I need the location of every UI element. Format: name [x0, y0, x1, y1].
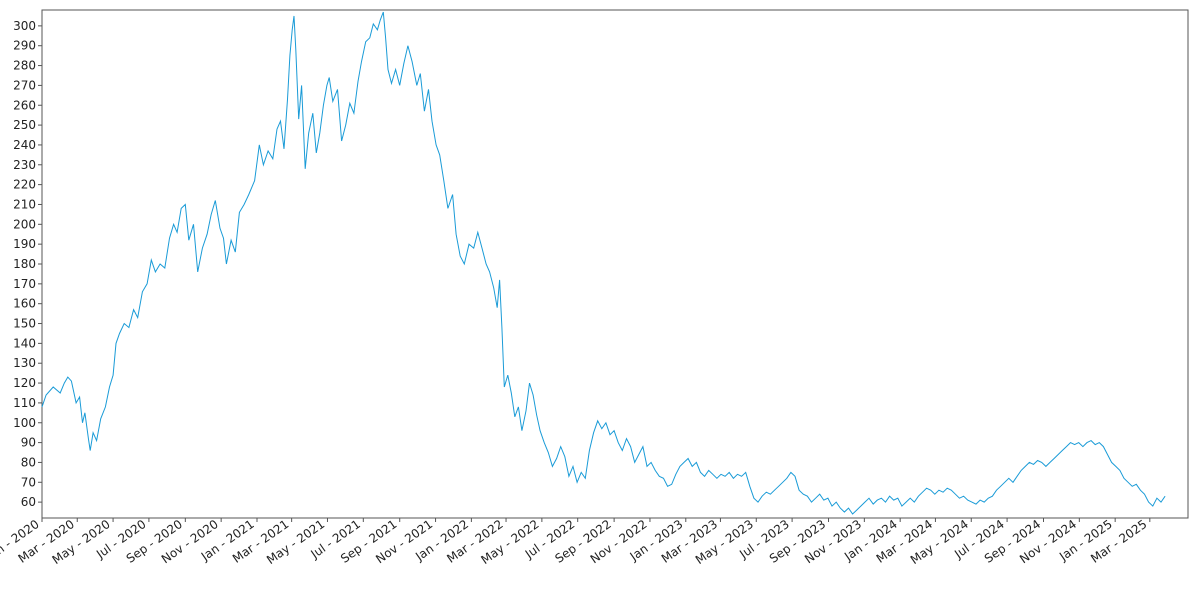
- y-tick-label: 190: [13, 237, 36, 251]
- y-tick-label: 290: [13, 39, 36, 53]
- y-tick-label: 220: [13, 178, 36, 192]
- y-tick-label: 90: [21, 436, 36, 450]
- y-tick-label: 80: [21, 455, 36, 469]
- y-tick-label: 200: [13, 217, 36, 231]
- y-tick-label: 270: [13, 78, 36, 92]
- y-tick-label: 150: [13, 317, 36, 331]
- y-tick-label: 130: [13, 356, 36, 370]
- y-tick-label: 250: [13, 118, 36, 132]
- plot-frame: [41, 9, 1189, 519]
- y-tick-label: 300: [13, 19, 36, 33]
- y-tick-label: 160: [13, 297, 36, 311]
- y-axis: 60 70 80 90 100 110 120 130 140 150 160 170 180 190 20…: [13, 19, 42, 509]
- y-tick-label: 280: [13, 59, 36, 73]
- y-tick-label: 180: [13, 257, 36, 271]
- y-tick-label: 240: [13, 138, 36, 152]
- y-tick-label: 60: [21, 495, 36, 509]
- y-tick-label: 120: [13, 376, 36, 390]
- y-tick-label: 140: [13, 336, 36, 350]
- y-tick-label: 110: [13, 396, 36, 410]
- y-tick-label: 230: [13, 158, 36, 172]
- y-tick-label: 170: [13, 277, 36, 291]
- price-series-line: [41, 11, 1166, 515]
- y-tick-label: 260: [13, 98, 36, 112]
- y-tick-label: 210: [13, 197, 36, 211]
- y-tick-label: 100: [13, 416, 36, 430]
- y-tick-label: 70: [21, 475, 36, 489]
